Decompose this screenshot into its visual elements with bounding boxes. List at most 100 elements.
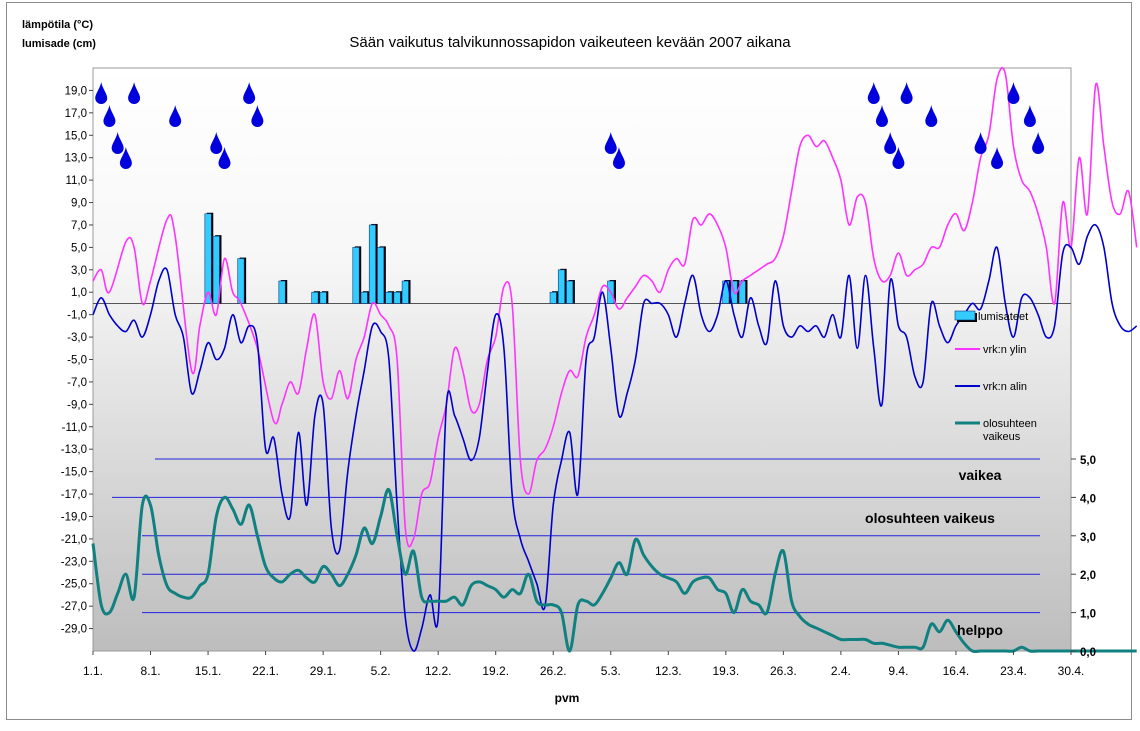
- x-tick-label: 19.2.: [482, 664, 509, 678]
- rain-drop-icon: [251, 105, 264, 128]
- band-label-mid: olosuhteen vaikeus: [865, 510, 995, 526]
- snowfall-bar: [311, 291, 319, 304]
- y-left-tick-label: -23,0: [61, 556, 87, 568]
- x-tick-label: 12.3.: [655, 664, 682, 678]
- y-left-tick-label: -13,0: [61, 444, 87, 456]
- y-left-tick-label: 1,0: [71, 287, 87, 299]
- snowfall-bar: [557, 269, 565, 304]
- y-right-tick-label: 2,0: [1080, 570, 1096, 582]
- rain-drop-icon: [974, 132, 987, 154]
- y-right-tick-label: 0,0: [1080, 647, 1096, 659]
- x-tick-label: 8.1.: [141, 664, 161, 678]
- y-right-tick-label: 3,0: [1080, 532, 1096, 544]
- snowfall-bar: [377, 247, 385, 304]
- series-difficulty: [91, 488, 1137, 654]
- y-left-tick-label: -17,0: [61, 489, 87, 501]
- rain-drop-icon: [604, 132, 617, 154]
- x-tick-label: 23.4.: [1000, 664, 1027, 678]
- y-left-tick-label: -11,0: [62, 422, 87, 434]
- y-left-tick-label: -25,0: [61, 579, 87, 591]
- x-tick-label: 5.2.: [371, 664, 391, 678]
- x-tick-label: 30.4.: [1058, 664, 1085, 678]
- x-axis-label: pvm: [555, 691, 580, 705]
- rain-drop-icon: [210, 132, 223, 154]
- y-left-tick-label: -5,0: [67, 355, 87, 367]
- legend-swatch-snow: [954, 310, 976, 321]
- snowfall-bar: [212, 235, 220, 304]
- y-right-tick-label: 5,0: [1080, 455, 1096, 467]
- y-left-tick-label: -19,0: [61, 511, 87, 523]
- snowfall-bar: [393, 291, 401, 304]
- y-left-tick-label: -3,0: [67, 332, 87, 344]
- chart-title: Sään vaikutus talvikunnossapidon vaikeut…: [349, 34, 791, 51]
- y-left-tick-label: -27,0: [61, 601, 87, 613]
- y-left-tick-label: 15,0: [65, 130, 87, 142]
- y-left-tick-label: 19,0: [65, 85, 87, 97]
- rain-drop-icon: [884, 132, 897, 154]
- x-tick-label: 12.2.: [425, 664, 452, 678]
- rain-drop-icon: [111, 132, 124, 154]
- y-left-tick-label: -7,0: [67, 377, 87, 389]
- rain-drop-icon: [867, 82, 880, 104]
- rain-drop-icon: [1023, 105, 1036, 128]
- rain-drop-icon: [991, 147, 1004, 169]
- snowfall-bar: [352, 247, 360, 304]
- x-tick-label: 5.3.: [601, 664, 621, 678]
- rain-drop-icon: [95, 82, 108, 104]
- snowfall-bar: [368, 224, 376, 304]
- y-right-tick-label: 1,0: [1080, 609, 1096, 621]
- rain-drop-icon: [875, 105, 888, 128]
- series-tmax: [92, 66, 1138, 548]
- rain-drop-icon: [128, 82, 141, 104]
- rain-drop-icon: [1007, 82, 1020, 104]
- rain-drop-icon: [169, 105, 182, 128]
- series-tmin: [92, 223, 1138, 652]
- rain-drop-icon: [612, 147, 625, 169]
- snowfall-bar: [319, 291, 327, 304]
- legend-label-tmin: vrk:n alin: [983, 381, 1027, 393]
- rain-drop-icon: [892, 147, 905, 169]
- snowfall-bar: [385, 291, 393, 304]
- x-tick-label: 29.1.: [310, 664, 337, 678]
- x-tick-label: 2.4.: [831, 664, 851, 678]
- x-tick-label: 1.1.: [83, 664, 103, 678]
- x-tick-label: 22.1.: [252, 664, 279, 678]
- snowfall-bar: [237, 258, 245, 304]
- rain-drop-icon: [103, 105, 116, 128]
- y-left-tick-label: 9,0: [71, 198, 87, 210]
- x-tick-label: 15.1.: [195, 664, 222, 678]
- snowfall-bar: [278, 280, 286, 304]
- x-tick-label: 26.3.: [770, 664, 797, 678]
- rain-drop-icon: [1032, 132, 1045, 154]
- legend-label-tmax: vrk:n ylin: [983, 344, 1026, 356]
- rain-drop-icon: [119, 147, 132, 169]
- snowfall-bar: [360, 291, 368, 304]
- y-axis-label-snow: lumisade (cm): [22, 38, 96, 50]
- legend-label-difficulty: olosuhteen vaikeus: [983, 418, 1037, 443]
- x-tick-label: 16.4.: [943, 664, 970, 678]
- rain-drop-icon: [900, 82, 913, 104]
- y-left-tick-label: -1,0: [67, 310, 87, 322]
- y-left-tick-label: -21,0: [61, 534, 87, 546]
- band-label-hard: vaikea: [959, 467, 1002, 483]
- y-left-tick-label: 11,0: [65, 175, 87, 187]
- y-left-tick-label: 13,0: [65, 153, 87, 165]
- y-axis-label-temperature: lämpötila (°C): [22, 19, 93, 31]
- y-left-tick-label: -29,0: [61, 624, 87, 636]
- x-tick-label: 9.4.: [888, 664, 908, 678]
- rain-drop-icon: [925, 105, 938, 128]
- x-tick-label: 26.2.: [540, 664, 567, 678]
- snowfall-bar: [401, 280, 409, 304]
- snowfall-bar: [549, 291, 557, 304]
- y-left-tick-label: -9,0: [67, 399, 87, 411]
- x-tick-label: 19.3.: [712, 664, 739, 678]
- y-left-tick-label: 5,0: [71, 242, 87, 254]
- y-right-tick-label: 4,0: [1080, 493, 1096, 505]
- y-left-tick-label: 17,0: [65, 108, 87, 120]
- band-label-easy: helppo: [957, 622, 1003, 638]
- snowfall-bar: [566, 280, 574, 304]
- y-left-tick-label: 3,0: [71, 265, 87, 277]
- legend-label-snow: lumisateet: [978, 311, 1028, 323]
- y-left-tick-label: -15,0: [61, 467, 87, 479]
